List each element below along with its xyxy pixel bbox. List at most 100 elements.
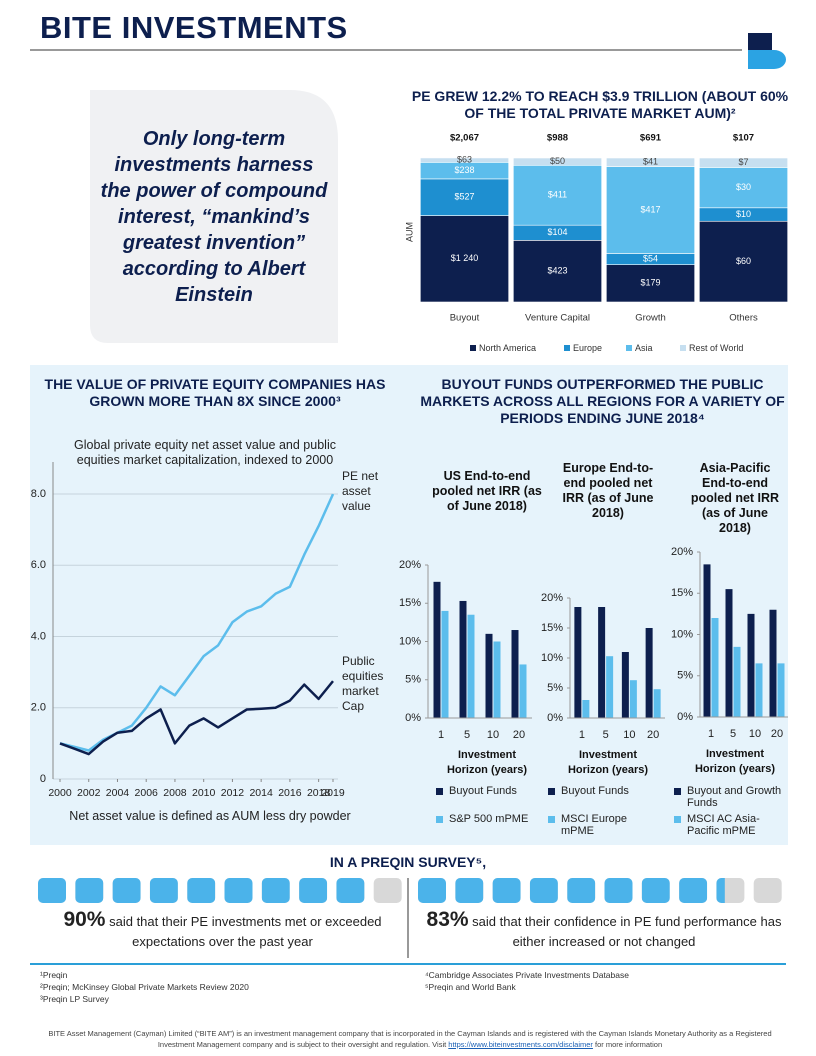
x-tick-label: 10	[749, 728, 761, 740]
legend-label: Buyout Funds	[449, 785, 517, 797]
chart-title: THE VALUE OF PRIVATE EQUITY COMPANIES HA…	[44, 376, 386, 409]
section-background	[30, 365, 788, 845]
bar	[711, 618, 719, 717]
bar-segment	[699, 220, 788, 303]
icon-empty	[373, 878, 402, 903]
disclaimer-text: for more information	[595, 1040, 663, 1049]
legend-label: MSCI Europe mPME	[561, 813, 628, 837]
y-tick-label: 0	[40, 773, 46, 785]
icon-filled	[336, 878, 365, 903]
total-label: $2,067	[450, 133, 479, 144]
bar	[441, 610, 449, 718]
bar	[519, 664, 527, 718]
bar-segment	[606, 166, 695, 254]
bar-segment	[420, 157, 509, 163]
value-label: $1 240	[451, 253, 479, 263]
total-label: $107	[733, 133, 754, 144]
legend-swatch	[626, 345, 632, 351]
chart-title: Asia-Pacific End-to-end pooled net IRR (…	[690, 461, 780, 535]
x-tick-label: 1	[579, 729, 585, 741]
x-tick-label: 10	[487, 729, 499, 741]
y-tick-label: 0%	[677, 711, 693, 723]
x-tick-label: 2008	[163, 787, 187, 799]
y-tick-label: 10%	[399, 635, 421, 647]
x-tick-label: 2016	[278, 787, 302, 799]
icon-filled	[455, 878, 484, 903]
x-tick-label: 1	[438, 729, 444, 741]
legend-swatch	[548, 788, 555, 795]
y-tick-label: 2.0	[31, 702, 46, 714]
category-label: Growth	[635, 313, 666, 324]
logo-top	[748, 33, 772, 53]
category-label: Others	[729, 313, 758, 324]
legend-swatch	[436, 788, 443, 795]
survey-title: IN A PREQIN SURVEY⁵,	[329, 854, 487, 870]
footnote: ¹Preqin	[40, 970, 68, 980]
bar	[733, 646, 741, 717]
quote-box	[90, 90, 338, 343]
bar	[777, 663, 785, 717]
legend-swatch	[674, 816, 681, 823]
icon-filled	[224, 878, 253, 903]
icon-empty	[753, 878, 782, 903]
series-label: Public equities market Cap	[342, 654, 384, 713]
x-tick-label: 2012	[221, 787, 245, 799]
icon-filled	[75, 878, 104, 903]
bar	[574, 607, 582, 718]
value-label: $41	[643, 157, 658, 167]
legend-label: Buyout Funds	[561, 785, 629, 797]
survey-statement: 90% said that their PE investments met o…	[40, 909, 405, 952]
bar	[755, 663, 763, 717]
x-tick-label: 2000	[48, 787, 72, 799]
icon-filled	[679, 878, 708, 903]
y-tick-label: 20%	[671, 546, 693, 558]
disclaimer: BITE Asset Management (Cayman) Limited (…	[40, 1028, 780, 1050]
x-tick-label: 2019	[321, 787, 345, 799]
legend-label: North America	[479, 343, 536, 353]
value-label: $179	[640, 278, 660, 288]
y-tick-label: 10%	[541, 652, 563, 664]
icon-filled	[418, 878, 446, 903]
bar-segment	[513, 164, 602, 226]
legend-item: S&P 500 mPME	[436, 813, 548, 825]
y-tick-label: 15%	[399, 597, 421, 609]
chart-subtitle: Global private equity net asset value an…	[74, 438, 336, 467]
disclaimer-link[interactable]: https://www.biteinvestments.com/disclaim…	[448, 1040, 593, 1049]
y-tick-label: 0%	[547, 712, 563, 724]
chart-title: PE GREW 12.2% TO REACH $3.9 TRILLION (AB…	[411, 88, 789, 121]
y-tick-label: 6.0	[31, 559, 46, 571]
category-label: Buyout	[450, 313, 480, 324]
bar	[629, 680, 637, 718]
icon-filled	[149, 878, 178, 903]
bar-segment	[513, 240, 602, 303]
bar	[467, 614, 475, 718]
icon-filled	[716, 878, 725, 903]
bar	[459, 600, 467, 718]
x-tick-label: 2006	[135, 787, 159, 799]
bar	[598, 607, 606, 718]
value-label: $527	[454, 192, 474, 202]
bar	[769, 609, 777, 717]
footnote: ²Preqin; McKinsey Global Private Markets…	[40, 982, 249, 992]
value-label: $54	[643, 253, 658, 263]
legend-swatch	[564, 345, 570, 351]
y-tick-label: 15%	[671, 587, 693, 599]
icon-filled	[492, 878, 521, 903]
y-tick-label: 8.0	[31, 488, 46, 500]
total-label: $691	[640, 133, 662, 144]
footnote: ⁴Cambridge Associates Private Investment…	[425, 970, 629, 980]
survey-text: said that their PE investments met or ex…	[109, 914, 382, 949]
legend-item: Buyout Funds	[548, 785, 660, 797]
y-tick-label: 4.0	[31, 630, 46, 642]
bar	[433, 581, 441, 718]
bar	[653, 689, 661, 718]
footnotes-right: ⁴Cambridge Associates Private Investment…	[425, 969, 629, 993]
survey-value: 83%	[426, 908, 469, 931]
bar	[511, 630, 519, 718]
bar	[485, 633, 493, 718]
bar	[747, 613, 755, 717]
category-label: Venture Capital	[525, 313, 590, 324]
value-label: $7	[738, 157, 748, 167]
x-tick-label: 5	[730, 728, 736, 740]
